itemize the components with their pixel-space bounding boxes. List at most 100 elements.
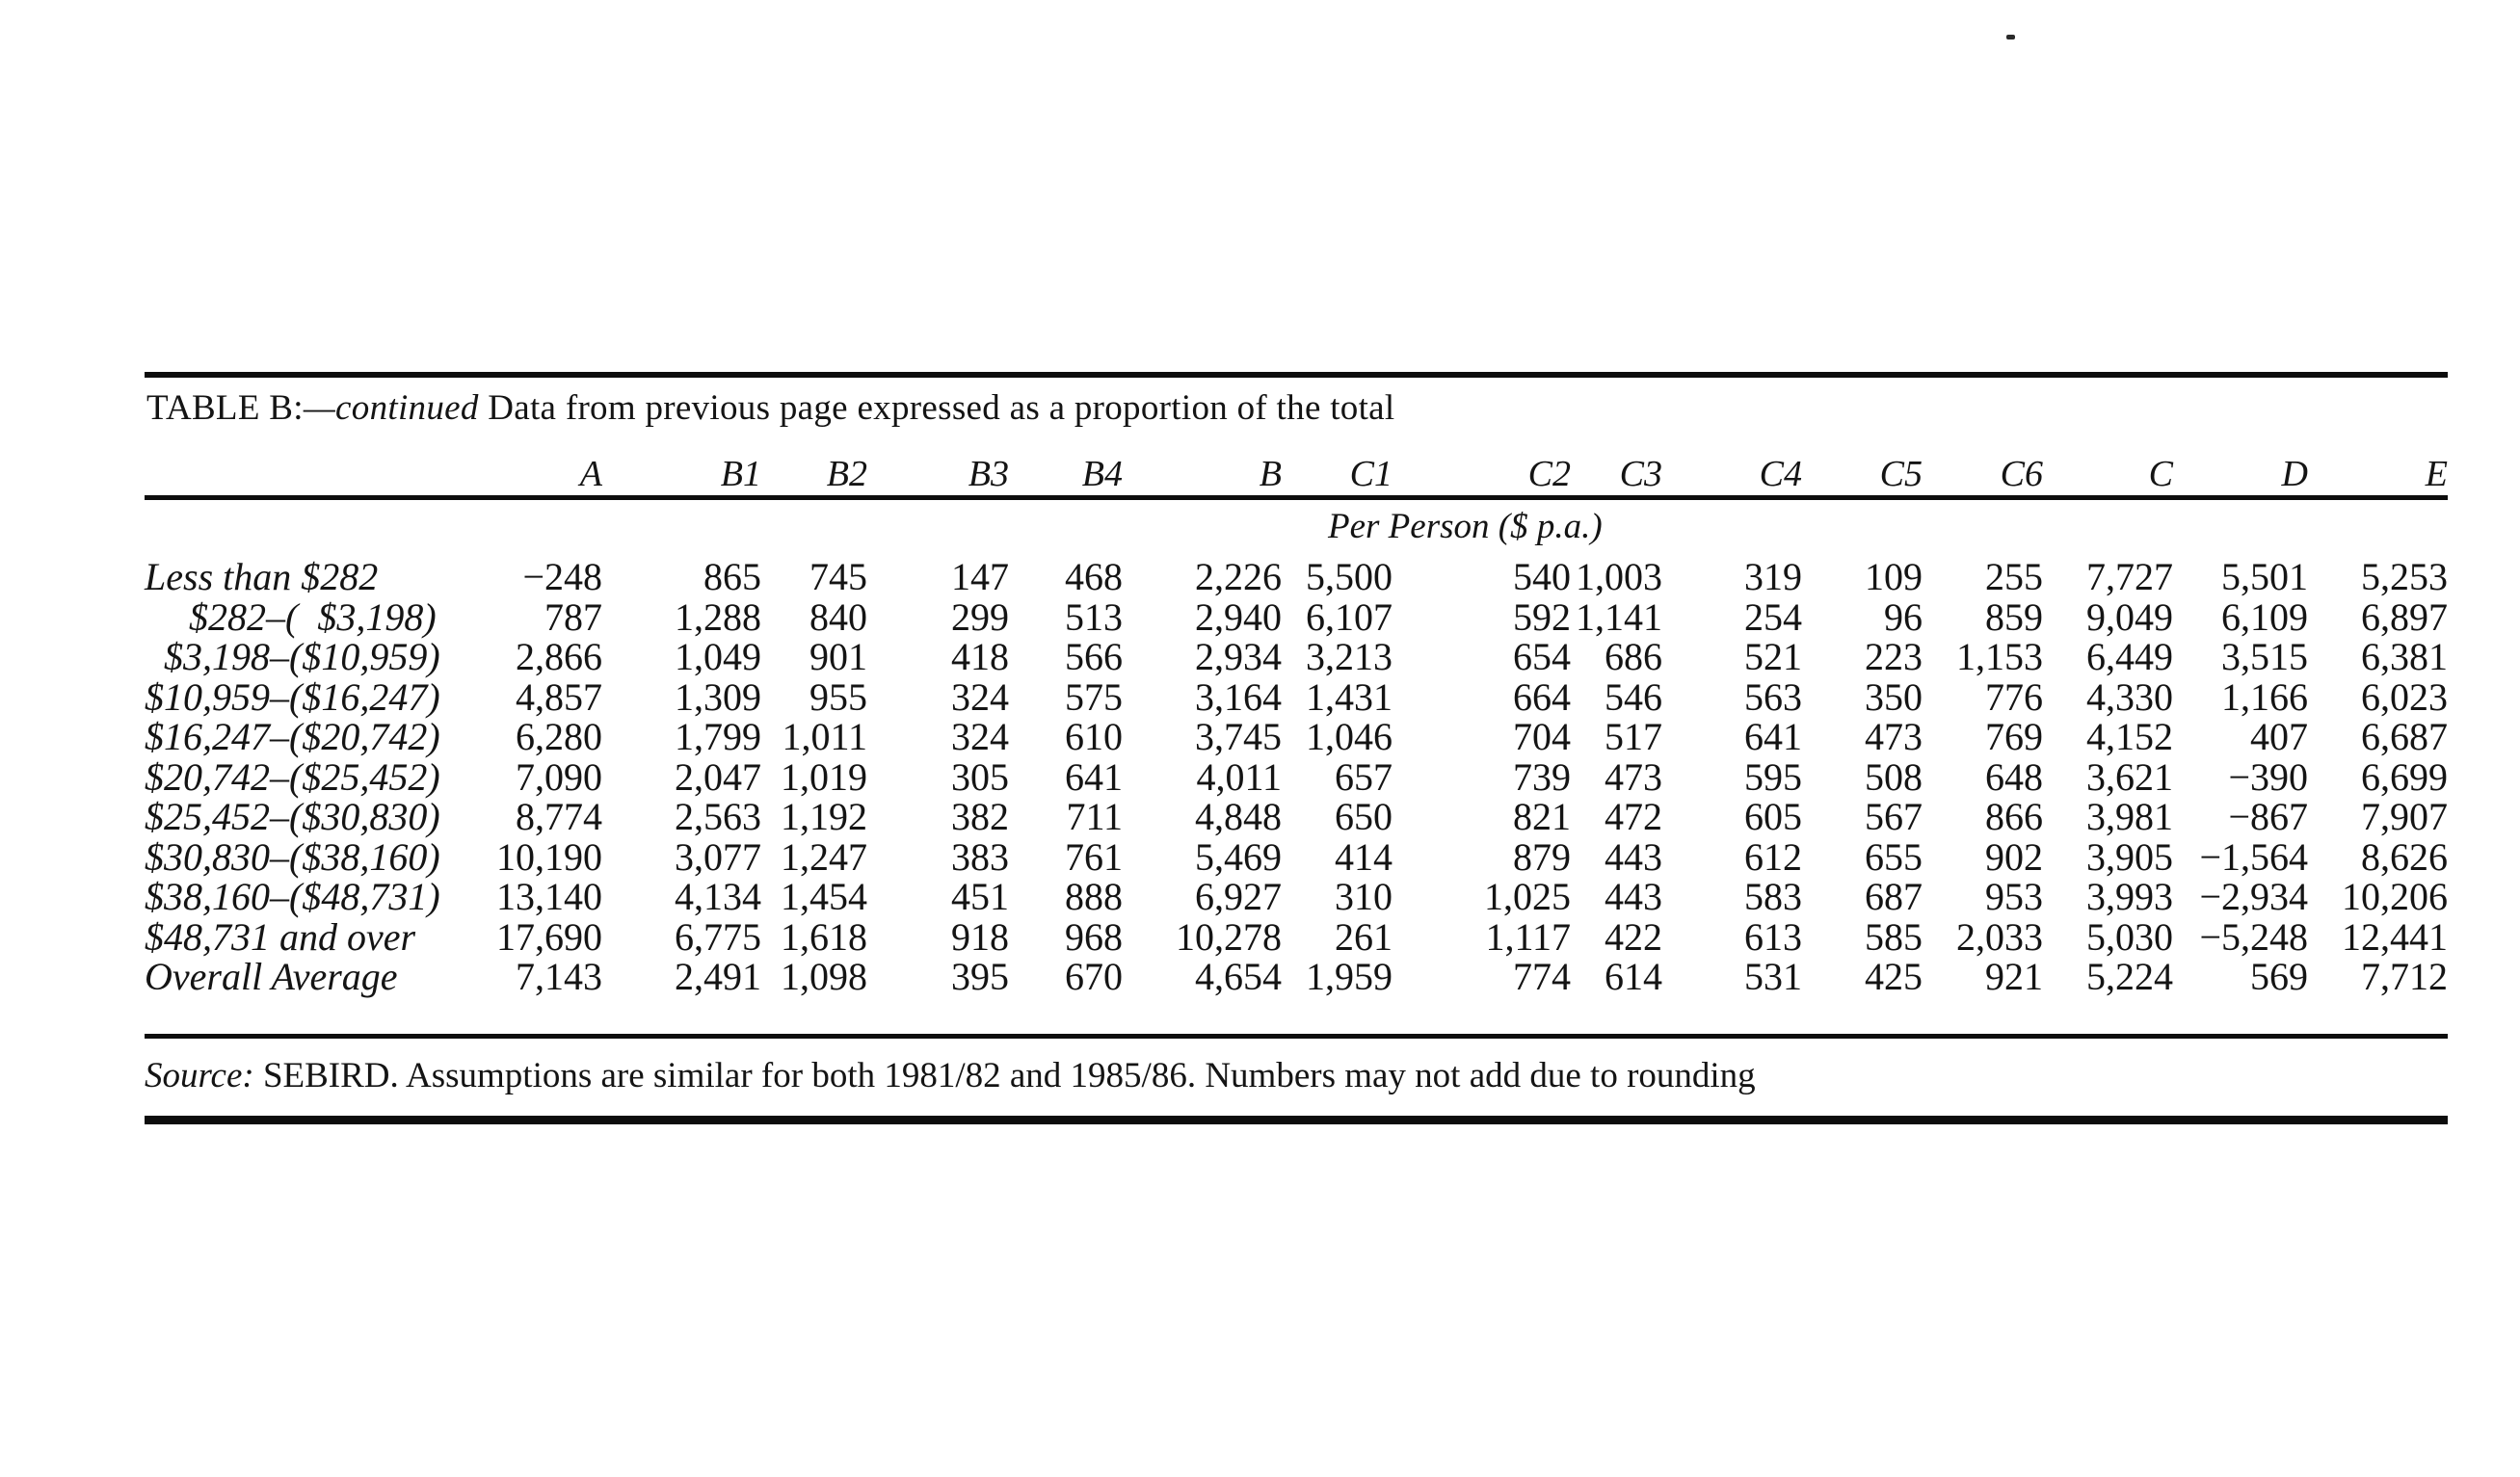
value-cell: 10,206 xyxy=(2342,875,2448,918)
value-cell: 1,166 xyxy=(2221,674,2308,719)
value-cell: 4,330 xyxy=(2086,674,2173,719)
column-header: C2 xyxy=(1527,454,1571,494)
value-cell: 1,192 xyxy=(781,795,867,838)
column-header: B1 xyxy=(720,454,761,494)
data-table: A B1 B2 B3 B4 B C1 C2 C3 C4 C5 C6 C D E Per Person ($ … xyxy=(145,432,2448,997)
value-cell: 305 xyxy=(951,754,1009,799)
value-cell: 517 xyxy=(1605,715,1662,758)
row-label: $25,452–($30,830) xyxy=(145,795,440,838)
value-cell: 546 xyxy=(1605,674,1662,719)
value-cell: 422 xyxy=(1605,914,1662,959)
value-cell: 2,563 xyxy=(675,795,761,838)
value-cell: 6,699 xyxy=(2361,754,2448,799)
value-cell: 3,981 xyxy=(2086,795,2173,838)
value-cell: −1,564 xyxy=(2199,834,2308,879)
source-label: Source: xyxy=(145,1056,254,1095)
value-cell: 7,090 xyxy=(516,754,602,799)
value-cell: 473 xyxy=(1605,754,1662,799)
value-cell: 2,033 xyxy=(1956,914,2043,959)
value-cell: 1,431 xyxy=(1306,674,1393,719)
row-label: $38,160–($48,731) xyxy=(145,875,440,918)
value-cell: 769 xyxy=(1985,715,2043,758)
value-cell: 473 xyxy=(1865,715,1923,758)
value-cell: 2,226 xyxy=(1195,555,1282,598)
value-cell: 3,164 xyxy=(1195,674,1282,719)
value-cell: 395 xyxy=(951,955,1009,998)
value-cell: 1,098 xyxy=(781,955,867,998)
value-cell: 382 xyxy=(951,795,1009,838)
value-cell: 610 xyxy=(1065,715,1123,758)
value-cell: 5,469 xyxy=(1195,834,1282,879)
value-cell: 383 xyxy=(951,834,1009,879)
value-cell: 1,117 xyxy=(1485,914,1571,959)
value-cell: 655 xyxy=(1865,834,1923,879)
value-cell: 4,848 xyxy=(1195,795,1282,838)
value-cell: 1,288 xyxy=(675,594,761,639)
value-cell: 5,224 xyxy=(2086,955,2173,998)
value-cell: −248 xyxy=(522,555,602,598)
value-cell: 1,618 xyxy=(781,914,867,959)
value-cell: 4,654 xyxy=(1195,955,1282,998)
value-cell: 2,047 xyxy=(675,754,761,799)
value-cell: 4,011 xyxy=(1196,754,1282,799)
value-cell: 583 xyxy=(1744,875,1802,918)
value-cell: 569 xyxy=(2250,955,2308,998)
table-title-prefix: TABLE B: xyxy=(146,388,304,428)
value-cell: 774 xyxy=(1513,955,1571,998)
row-label: $10,959–($16,247) xyxy=(145,674,440,719)
value-cell: 9,049 xyxy=(2086,594,2173,639)
row-label: $20,742–($25,452) xyxy=(145,754,440,799)
value-cell: 859 xyxy=(1985,594,2043,639)
value-cell: 657 xyxy=(1335,754,1393,799)
value-cell: 1,011 xyxy=(782,715,867,758)
value-cell: 704 xyxy=(1513,715,1571,758)
value-cell: 425 xyxy=(1865,955,1923,998)
value-cell: 324 xyxy=(951,715,1009,758)
row-label: $16,247–($20,742) xyxy=(145,715,440,758)
value-cell: 955 xyxy=(809,674,867,719)
value-cell: 566 xyxy=(1065,635,1123,678)
value-cell: 6,381 xyxy=(2361,635,2448,678)
value-cell: 521 xyxy=(1744,635,1802,678)
value-cell: 686 xyxy=(1605,635,1662,678)
value-cell: 1,025 xyxy=(1484,875,1571,918)
value-cell: 1,153 xyxy=(1956,635,2043,678)
value-cell: 641 xyxy=(1744,715,1802,758)
value-cell: 866 xyxy=(1985,795,2043,838)
value-cell: 1,003 xyxy=(1576,555,1662,598)
row-label: $282–( $3,198) xyxy=(189,594,437,639)
scan-speck xyxy=(2006,35,2015,40)
column-header-row: A B1 B2 B3 B4 B C1 C2 C3 C4 C5 C6 C D E xyxy=(145,432,2448,495)
value-cell: 6,449 xyxy=(2086,635,2173,678)
table-row: $3,198–($10,959) 2,866 1,049 901 418 566 2,934… xyxy=(145,637,2448,677)
value-cell: 614 xyxy=(1605,955,1662,998)
value-cell: 5,501 xyxy=(2221,555,2308,598)
value-cell: 3,213 xyxy=(1306,635,1393,678)
value-cell: 6,927 xyxy=(1195,875,1282,918)
value-cell: 654 xyxy=(1513,635,1571,678)
value-cell: 350 xyxy=(1865,674,1923,719)
table-title: TABLE B:—continued Data from previous pa… xyxy=(146,389,1394,428)
value-cell: 13,140 xyxy=(496,875,602,918)
value-cell: 592 xyxy=(1513,594,1571,639)
value-cell: 443 xyxy=(1605,875,1662,918)
value-cell: 7,143 xyxy=(516,955,602,998)
value-cell: 10,190 xyxy=(496,834,602,879)
table-row: $25,452–($30,830) 8,774 2,563 1,192 382 711 4,… xyxy=(145,797,2448,837)
value-cell: 4,134 xyxy=(675,875,761,918)
column-header: C xyxy=(2148,454,2173,494)
value-cell: 739 xyxy=(1513,754,1571,799)
table-top-rule xyxy=(145,372,2448,378)
value-cell: 1,049 xyxy=(675,635,761,678)
value-cell: 5,500 xyxy=(1306,555,1393,598)
column-header: C5 xyxy=(1879,454,1923,494)
value-cell: 1,046 xyxy=(1306,715,1393,758)
value-cell: 3,077 xyxy=(675,834,761,879)
value-cell: 6,687 xyxy=(2361,715,2448,758)
value-cell: 1,309 xyxy=(675,674,761,719)
value-cell: 324 xyxy=(951,674,1009,719)
column-header: B2 xyxy=(826,454,867,494)
value-cell: 6,775 xyxy=(675,914,761,959)
value-cell: 5,030 xyxy=(2086,914,2173,959)
row-label: Overall Average xyxy=(145,955,398,998)
